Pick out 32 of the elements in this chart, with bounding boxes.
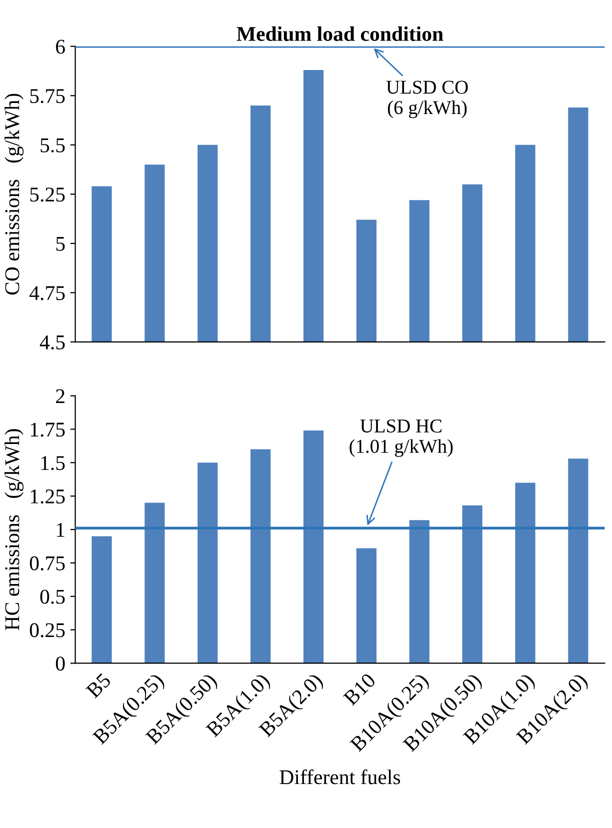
bar <box>144 502 165 664</box>
bar <box>462 505 482 664</box>
y-axis-title: CO emissions (g/kWh) <box>4 94 24 295</box>
y-tick-label: 1.5 <box>41 456 65 470</box>
bar <box>568 458 588 664</box>
y-tick-label: 0.5 <box>40 590 65 604</box>
bar <box>250 449 271 664</box>
bar <box>409 520 430 664</box>
bar <box>92 536 112 664</box>
y-tick-label: 0.75 <box>30 556 65 570</box>
y-tick-label: 4.5 <box>40 335 65 350</box>
x-axis-title: Different fuels <box>280 769 400 784</box>
y-tick-label: 1.25 <box>30 490 65 504</box>
chart-title: Medium load condition <box>236 26 444 42</box>
bar <box>356 548 376 664</box>
y-tick-label: 0.25 <box>30 623 65 638</box>
y-tick-label: 5.75 <box>30 89 65 104</box>
ref-line-label: ULSD HC (1.01 g/kWh) <box>350 419 453 457</box>
legend-label: ULSD CO (6 g/kWh) <box>386 80 468 118</box>
y-tick-label: 1 <box>56 522 64 537</box>
y-tick-label: 0 <box>56 656 65 671</box>
bar <box>303 430 324 664</box>
bar <box>198 462 218 664</box>
y-tick-label: 5.25 <box>30 188 65 202</box>
y-tick-label: 5 <box>56 237 65 251</box>
y-tick-label: 4.75 <box>30 286 65 300</box>
y-tick-label: 5.5 <box>40 138 65 152</box>
y-tick-label: 6 <box>56 40 65 54</box>
bar <box>515 482 536 664</box>
y-tick-label: 2 <box>56 389 64 404</box>
y-axis-title: HC emissions (g/kWh) <box>4 429 24 630</box>
y-tick-label: 1.75 <box>30 422 65 437</box>
